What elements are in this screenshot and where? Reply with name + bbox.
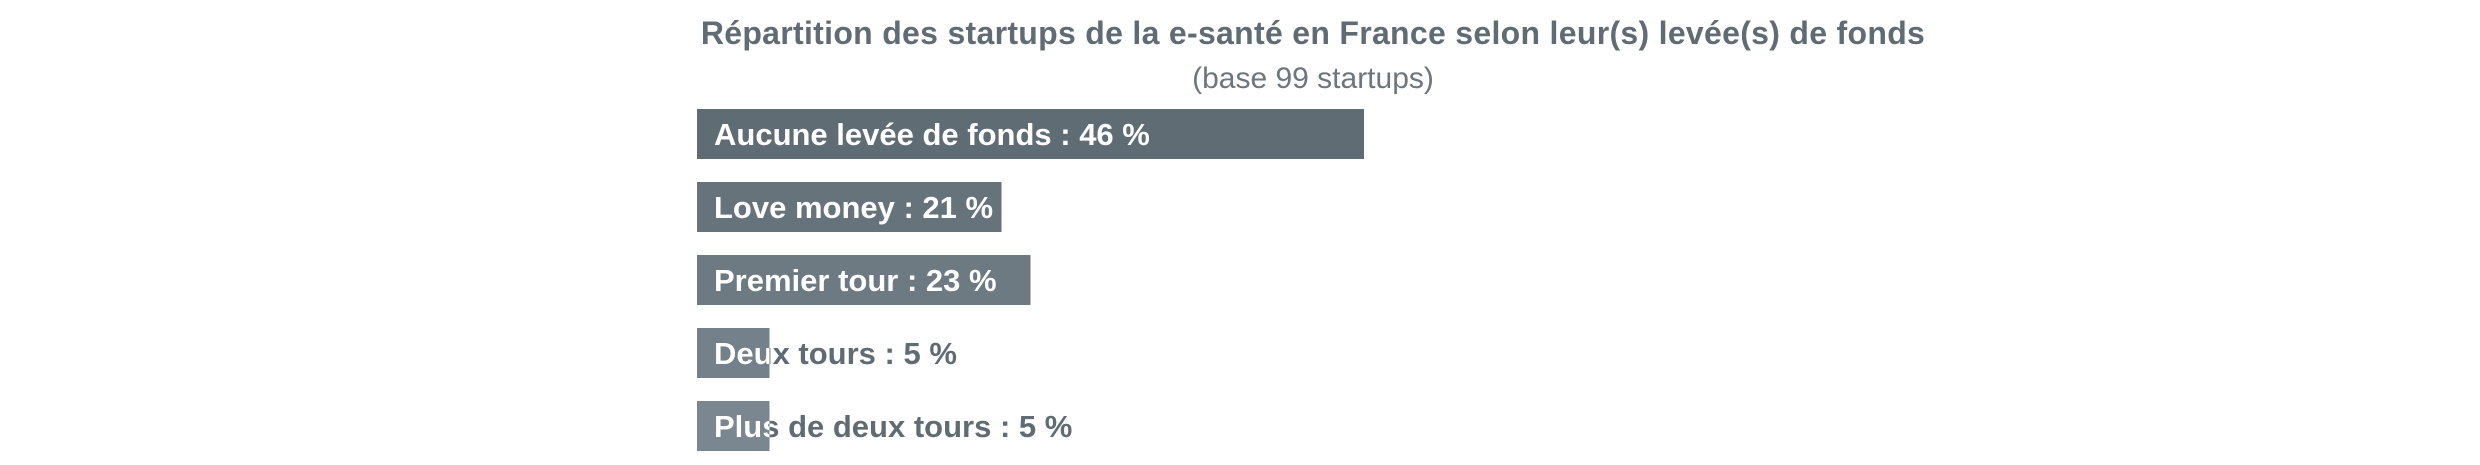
bar-label-2: Premier tour : 23 %	[714, 263, 997, 298]
bar-label-on-bar-1: Love money : 21 %	[714, 190, 993, 225]
chart-title: Répartition des startups de la e-santé e…	[701, 15, 1925, 51]
chart-subtitle: (base 99 startups)	[1192, 62, 1434, 95]
bar-1	[697, 182, 1002, 232]
bar-label-on-bar-4: Plus de deux tours : 5 %	[714, 409, 1072, 444]
bar-2	[697, 255, 1031, 305]
bar-label-on-bar-2: Premier tour : 23 %	[714, 263, 997, 298]
bar-label-4: Plus de deux tours : 5 %	[714, 409, 1072, 444]
bar-0	[697, 109, 1364, 159]
bar-label-0: Aucune levée de fonds : 46 %	[714, 117, 1150, 152]
bar-label-on-bar-0: Aucune levée de fonds : 46 %	[714, 117, 1150, 152]
bars-group: Aucune levée de fonds : 46 %Aucune levée…	[697, 109, 1364, 451]
bar-3	[697, 328, 770, 378]
bar-4	[697, 401, 770, 451]
bar-label-3: Deux tours : 5 %	[714, 336, 957, 371]
bar-label-1: Love money : 21 %	[714, 190, 993, 225]
bar-label-on-bar-3: Deux tours : 5 %	[714, 336, 957, 371]
